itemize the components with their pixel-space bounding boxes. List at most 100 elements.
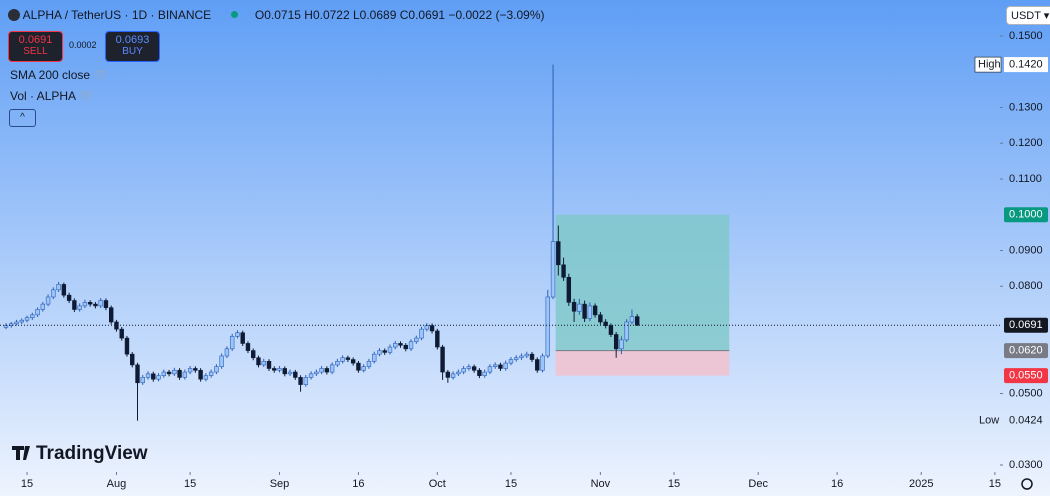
candle-body (624, 321, 629, 341)
x-tick-label: Dec (748, 478, 768, 490)
indicator[interactable]: SMA 200 close 👁 (10, 68, 109, 82)
sell-button[interactable]: 0.0691 SELL (8, 31, 63, 62)
candle-body (566, 277, 572, 303)
candle-body (30, 314, 35, 319)
candle-body (156, 375, 161, 380)
candle-body (187, 368, 193, 373)
x-tick-label: 16 (352, 478, 364, 490)
high-price-box (1004, 57, 1048, 73)
candle-body (98, 300, 103, 307)
candle-body (45, 296, 51, 305)
low: 0.0689 (359, 8, 397, 22)
candle-body (514, 357, 519, 360)
candle-body (256, 357, 261, 366)
price-box-label: 0.0550 (1009, 370, 1043, 382)
candle-body (356, 362, 361, 371)
candle-body (571, 302, 577, 312)
symbol: ALPHA / TetherUS · 1D · BINANCE (22, 8, 212, 22)
collapse-button[interactable]: ^ (9, 109, 36, 127)
candle-body (298, 377, 303, 385)
candle-body (361, 366, 366, 371)
candle-body (461, 368, 466, 373)
symbol-bar: ALPHA / TetherUS · 1D · BINANCE O0.0715 … (8, 8, 545, 22)
x-tick-label: 15 (989, 478, 1001, 490)
candle-body (93, 303, 98, 307)
price-box (1004, 368, 1048, 384)
price-box-label: 0.0620 (1009, 345, 1043, 357)
symbol-icon (8, 9, 20, 21)
candle-body (440, 346, 445, 373)
x-tick-label: Nov (591, 478, 611, 490)
candle-body (245, 343, 251, 351)
candle-body (51, 289, 56, 298)
y-tick-label: 0.1200 (1009, 137, 1043, 149)
price-box (1004, 317, 1048, 333)
price-box-label: 0.0691 (1009, 319, 1043, 331)
candle-body (19, 319, 24, 323)
candle-body (403, 344, 408, 350)
candle-body (456, 371, 461, 375)
candle-body (498, 364, 503, 369)
candle-body (87, 302, 93, 305)
candle-body (219, 355, 224, 367)
candle-body (119, 328, 124, 339)
x-tick-label: 16 (831, 478, 843, 490)
candle-body (224, 348, 230, 357)
candle-body (450, 373, 456, 378)
high-price: 0.1420 (1009, 59, 1043, 71)
candle-body (482, 371, 487, 376)
candle-body (24, 317, 30, 321)
candle-body (629, 316, 635, 323)
price-box-label: 0.1000 (1009, 209, 1043, 221)
candle-body (287, 371, 293, 375)
candle-body (598, 314, 603, 323)
indicator[interactable]: Vol · ALPHA 👁 (10, 89, 94, 103)
loss-zone (555, 350, 730, 376)
x-tick-label: 2025 (909, 478, 933, 490)
buy-label: BUY (122, 46, 143, 57)
candle-body (229, 335, 235, 350)
candle-body (408, 341, 414, 350)
profit-zone (555, 214, 730, 351)
candle-body (145, 373, 151, 378)
buy-price: 0.0693 (115, 34, 150, 46)
candle-body (477, 369, 482, 376)
candle-body (14, 321, 19, 325)
price-box (1004, 343, 1048, 359)
candle-body (540, 355, 545, 371)
status-dot (230, 11, 238, 18)
candle-body (193, 368, 198, 371)
candle-body (282, 368, 287, 375)
spread: 0.0002 (69, 40, 97, 50)
brand: TradingView (36, 443, 148, 464)
candle-body (398, 343, 403, 346)
candle-body (603, 321, 608, 326)
candle-body (35, 309, 40, 316)
open: 0.0715 (264, 8, 301, 22)
candle-body (303, 377, 309, 385)
candle-body (414, 337, 419, 342)
candle-body (561, 264, 566, 278)
candle-body (503, 362, 508, 369)
candle-body (577, 303, 582, 312)
currency-button[interactable]: USDT ▾ (1006, 6, 1050, 25)
candle-body (308, 373, 314, 378)
candle-body (377, 350, 382, 355)
l-key: L (352, 8, 360, 22)
candle-body (77, 305, 82, 310)
candle-body (324, 368, 330, 373)
candle-body (382, 350, 387, 353)
low-label: Low (979, 415, 999, 427)
settings-icon[interactable] (1021, 478, 1033, 490)
candle-body (487, 366, 493, 373)
candle-body (608, 325, 614, 335)
candle-body (350, 359, 356, 364)
candle-body (550, 241, 556, 298)
candle-body (140, 377, 145, 384)
candle-body (166, 371, 172, 375)
x-tick-label: 15 (184, 478, 196, 490)
buy-button[interactable]: 0.0693 BUY (105, 31, 160, 62)
